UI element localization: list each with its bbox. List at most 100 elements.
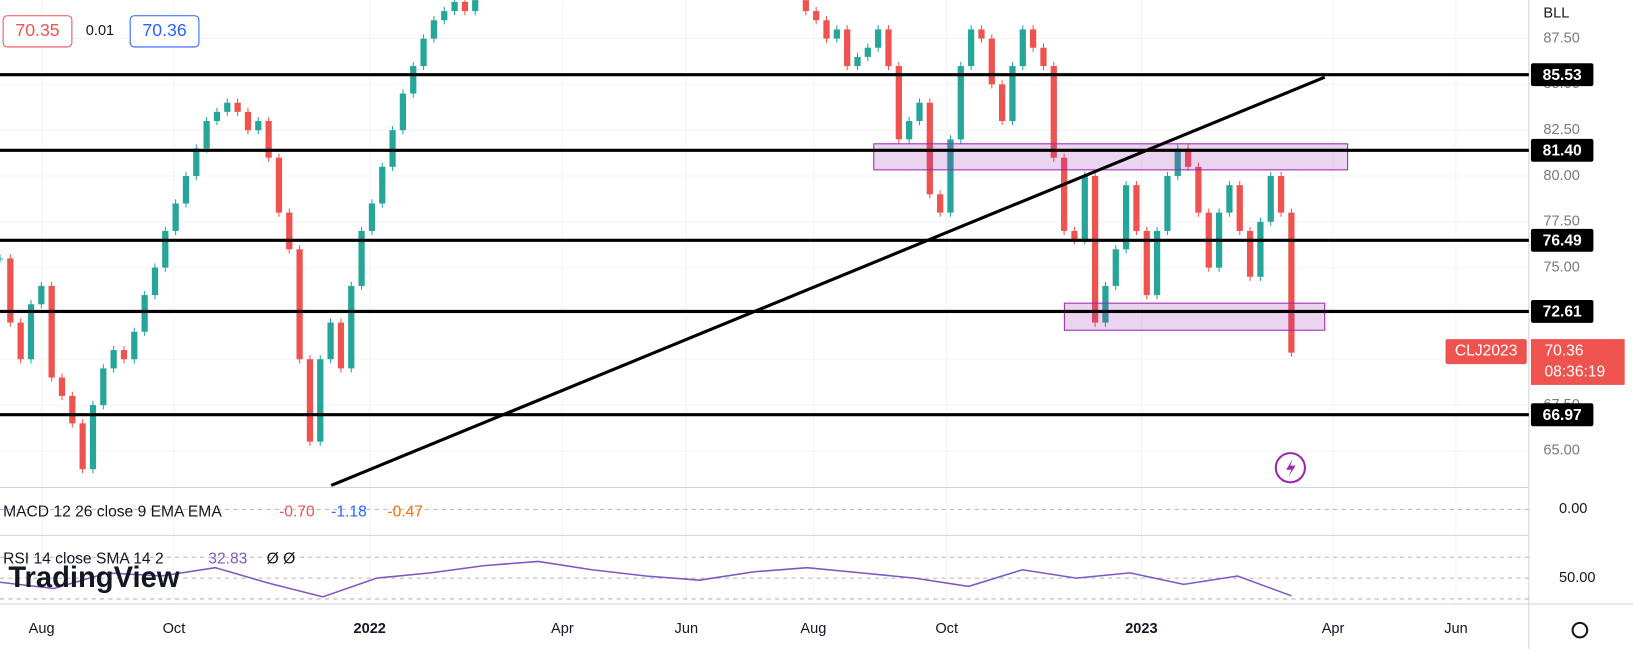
candle — [1122, 185, 1130, 250]
candle — [348, 285, 355, 369]
candle — [823, 20, 830, 39]
macd-value: -0.70 — [279, 504, 315, 521]
candle — [916, 102, 923, 122]
ask: 70.36 — [142, 20, 186, 40]
flash-glyph — [1286, 459, 1296, 478]
bid-box — [2, 15, 73, 48]
candle — [895, 66, 902, 140]
level-label: 76.49 — [1543, 232, 1582, 249]
candle — [27, 304, 35, 360]
candle — [1288, 212, 1295, 353]
candle — [7, 258, 14, 323]
candle — [317, 359, 324, 442]
candle — [327, 322, 334, 360]
trend-line — [330, 75, 1326, 487]
candle — [255, 121, 262, 131]
candle — [1112, 249, 1119, 286]
candle — [1091, 175, 1099, 323]
macd-signal: -1.18 — [331, 504, 367, 521]
candle — [1184, 148, 1192, 167]
macd-zero-tick: 0.00 — [1559, 501, 1587, 517]
candle — [1174, 148, 1181, 176]
level-label: 81.40 — [1543, 143, 1582, 160]
x-tick-label: 2023 — [1125, 621, 1157, 637]
candle — [1226, 185, 1233, 213]
candle — [430, 20, 438, 39]
candle — [988, 38, 995, 85]
candle — [275, 157, 283, 213]
candle — [368, 203, 376, 231]
candle — [947, 139, 954, 213]
candle — [265, 121, 272, 158]
level-label: 66.97 — [1543, 407, 1582, 424]
candle — [337, 322, 345, 369]
settings-icon[interactable] — [1571, 621, 1589, 639]
currency[interactable]: BLL — [1543, 5, 1569, 21]
candle — [1267, 175, 1274, 222]
candle — [151, 267, 159, 296]
candle — [234, 102, 241, 112]
candle — [1143, 230, 1150, 296]
y-tick-label: 75.00 — [1543, 259, 1579, 275]
candle — [1236, 185, 1243, 231]
candle — [410, 66, 417, 94]
symbol-box — [1445, 339, 1527, 365]
candle — [172, 203, 179, 231]
candle — [389, 130, 396, 167]
candle — [120, 350, 128, 360]
candle — [69, 395, 76, 424]
y-tick-label: 80.00 — [1543, 168, 1579, 184]
candle — [461, 1, 469, 12]
macd-label: MACD 12 26 close 9 EMA EMA — [3, 504, 222, 521]
level-box — [1530, 228, 1594, 252]
candle — [100, 368, 107, 406]
candle — [1040, 47, 1047, 67]
countdown: 08:36:19 — [1544, 364, 1605, 381]
candle — [864, 47, 871, 57]
x-tick-label: Jun — [675, 621, 699, 637]
level-box — [1530, 299, 1594, 323]
candle — [420, 38, 427, 67]
flash-icon[interactable] — [1274, 452, 1306, 484]
rsi-extra: Ø Ø — [267, 550, 296, 567]
candle — [58, 377, 66, 396]
candle — [203, 121, 210, 149]
last-price-box — [1530, 339, 1625, 385]
rsi-label: RSI 14 close SMA 14 2 — [3, 550, 164, 567]
candle — [358, 230, 365, 286]
zone-box — [1063, 302, 1326, 331]
candle — [141, 295, 148, 332]
candle — [1081, 175, 1088, 241]
candle — [38, 285, 45, 305]
candle — [244, 111, 252, 131]
candle — [286, 212, 293, 250]
candle — [1102, 285, 1109, 323]
candle — [1257, 221, 1264, 277]
candle — [1009, 66, 1016, 122]
rsi-line — [0, 560, 1292, 598]
candle — [1133, 185, 1140, 231]
candle — [875, 29, 882, 48]
candle — [999, 84, 1006, 122]
candle — [854, 56, 861, 67]
candle — [399, 93, 407, 131]
x-tick-label: Jun — [1444, 621, 1468, 637]
rsi-value: 32.83 — [208, 550, 247, 567]
ask-box — [129, 15, 200, 48]
y-tick-label: 82.50 — [1543, 122, 1579, 138]
candle — [1029, 29, 1037, 48]
y-tick-label: 87.50 — [1543, 30, 1579, 46]
candle — [937, 194, 944, 213]
candle — [978, 29, 985, 39]
level-box — [1530, 403, 1594, 427]
candle — [472, 0, 479, 12]
x-tick-label: Oct — [163, 621, 186, 637]
candle — [833, 29, 840, 39]
candle — [926, 102, 933, 195]
x-tick-label: Apr — [1322, 621, 1345, 637]
level-label: 72.61 — [1543, 304, 1582, 321]
candle — [957, 66, 964, 140]
candle — [296, 249, 303, 360]
